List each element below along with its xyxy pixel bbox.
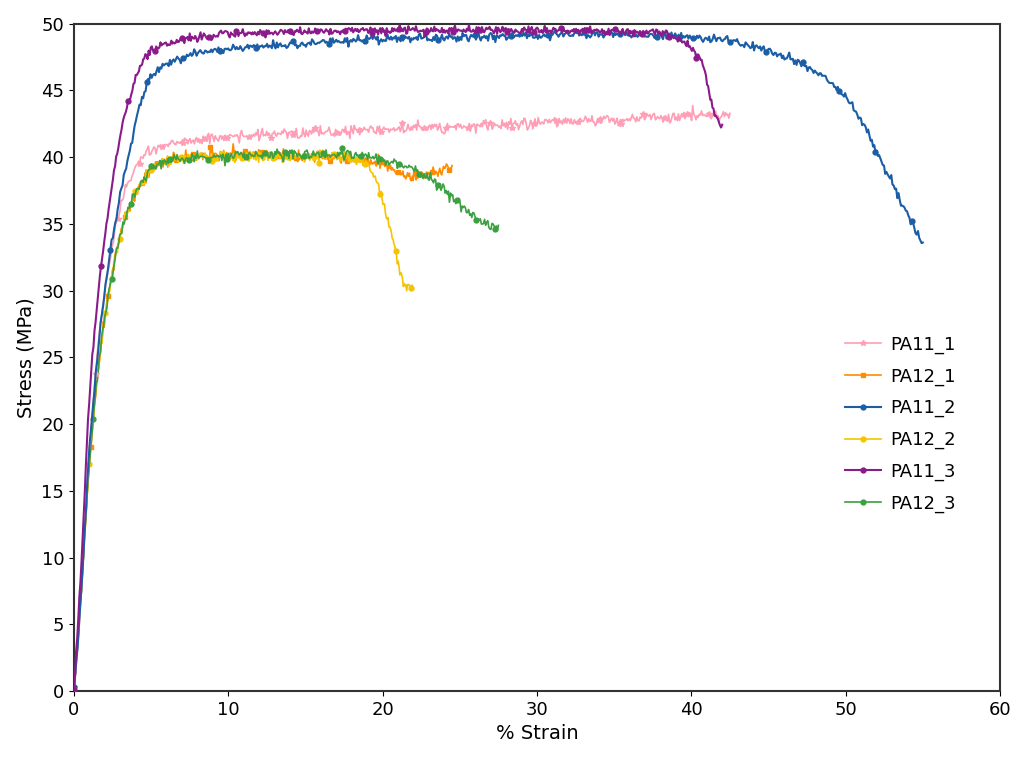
Legend: PA11_1, PA12_1, PA11_2, PA12_2, PA11_3, PA12_3: PA11_1, PA12_1, PA11_2, PA12_2, PA11_3, … [838, 328, 963, 520]
PA12_2 [179, 150, 191, 160]
PA11_1 [506, 123, 518, 132]
PA12_3 [119, 215, 132, 224]
PA11_1 [724, 109, 736, 118]
PA11_1 [365, 122, 377, 131]
PA12_2 [407, 284, 419, 293]
PA11_2 [68, 683, 80, 692]
PA12_3 [492, 221, 505, 230]
PA11_2 [336, 37, 348, 46]
PA11_1 [454, 120, 467, 129]
PA12_1 [446, 161, 458, 170]
PA12_3 [335, 150, 347, 159]
Line: PA12_3: PA12_3 [72, 146, 501, 695]
PA11_2 [917, 238, 929, 247]
PA12_1 [341, 150, 354, 160]
PA12_1 [227, 139, 240, 148]
Line: PA12_1: PA12_1 [72, 141, 454, 695]
Line: PA12_2: PA12_2 [72, 147, 416, 693]
X-axis label: % Strain: % Strain [495, 724, 579, 743]
PA12_3 [375, 154, 388, 163]
PA12_2 [316, 152, 328, 161]
PA12_3 [206, 153, 218, 162]
PA11_3 [463, 21, 475, 30]
Line: PA11_2: PA11_2 [72, 28, 925, 690]
PA12_1 [113, 236, 125, 245]
PA11_2 [276, 42, 288, 51]
PA12_3 [377, 157, 390, 166]
PA12_2 [282, 147, 294, 157]
PA11_1 [236, 131, 249, 140]
PA11_2 [834, 87, 846, 96]
PA11_3 [557, 23, 570, 32]
PA12_1 [306, 151, 319, 160]
Line: PA11_1: PA11_1 [71, 103, 733, 689]
PA11_2 [307, 36, 320, 46]
PA12_2 [314, 145, 326, 154]
PA11_1 [184, 134, 196, 143]
PA11_1 [68, 682, 80, 692]
PA12_1 [218, 146, 230, 155]
PA12_1 [191, 151, 204, 160]
PA11_3 [234, 29, 247, 38]
PA12_1 [343, 156, 356, 165]
PA12_3 [336, 144, 348, 153]
PA12_3 [68, 687, 80, 696]
PA11_3 [68, 686, 80, 695]
Line: PA11_3: PA11_3 [72, 23, 725, 692]
PA11_3 [361, 25, 373, 34]
PA12_3 [235, 149, 248, 158]
PA11_3 [502, 24, 514, 33]
PA12_2 [313, 159, 325, 168]
PA11_1 [561, 114, 574, 123]
PA11_3 [183, 36, 195, 45]
PA11_1 [687, 101, 699, 110]
PA11_2 [730, 36, 742, 46]
PA11_2 [604, 26, 617, 35]
PA12_1 [68, 688, 80, 697]
PA11_3 [717, 120, 729, 129]
PA12_2 [109, 256, 121, 265]
PA11_2 [626, 31, 638, 40]
PA11_3 [450, 25, 463, 34]
PA12_2 [68, 686, 80, 695]
PA12_2 [203, 153, 215, 162]
Y-axis label: Stress (MPa): Stress (MPa) [16, 297, 36, 418]
